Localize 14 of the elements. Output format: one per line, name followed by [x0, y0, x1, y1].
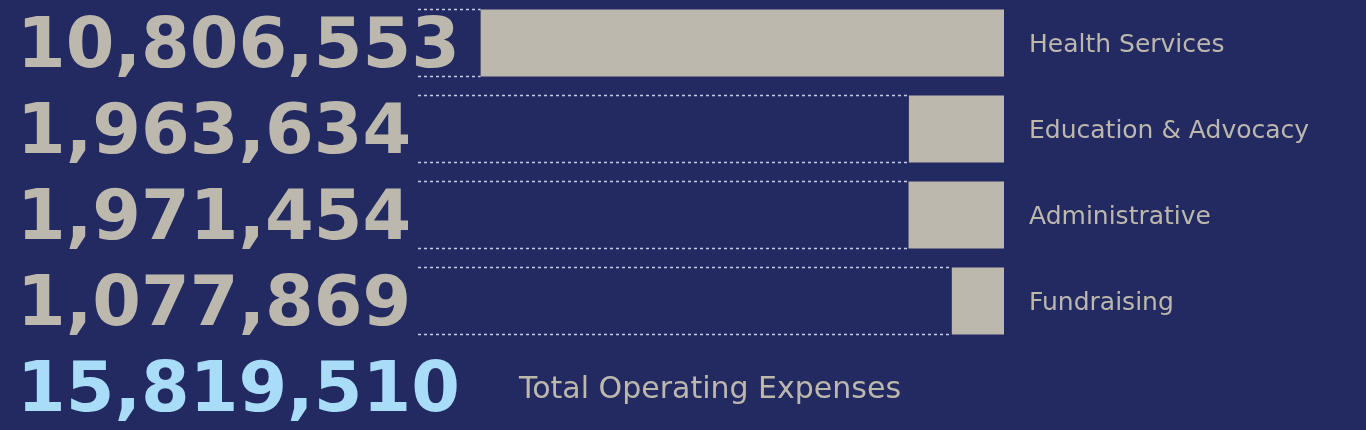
bar	[908, 181, 1004, 249]
bar	[480, 9, 1004, 77]
data-label: 1,963,634	[17, 88, 412, 170]
bar	[908, 95, 1004, 163]
data-label: 10,806,553	[17, 2, 460, 84]
y-tick-label: Health Services	[1029, 28, 1225, 58]
y-tick-label: Administrative	[1029, 200, 1211, 230]
text: Total Operating Expenses	[518, 370, 902, 405]
data-label: 1,971,454	[17, 174, 412, 256]
bar	[951, 267, 1004, 335]
data-label: 1,077,869	[17, 260, 412, 342]
y-tick-label: Fundraising	[1029, 286, 1174, 316]
text: 15,819,510	[17, 346, 460, 428]
y-tick-label: Education & Advocacy	[1029, 114, 1310, 144]
